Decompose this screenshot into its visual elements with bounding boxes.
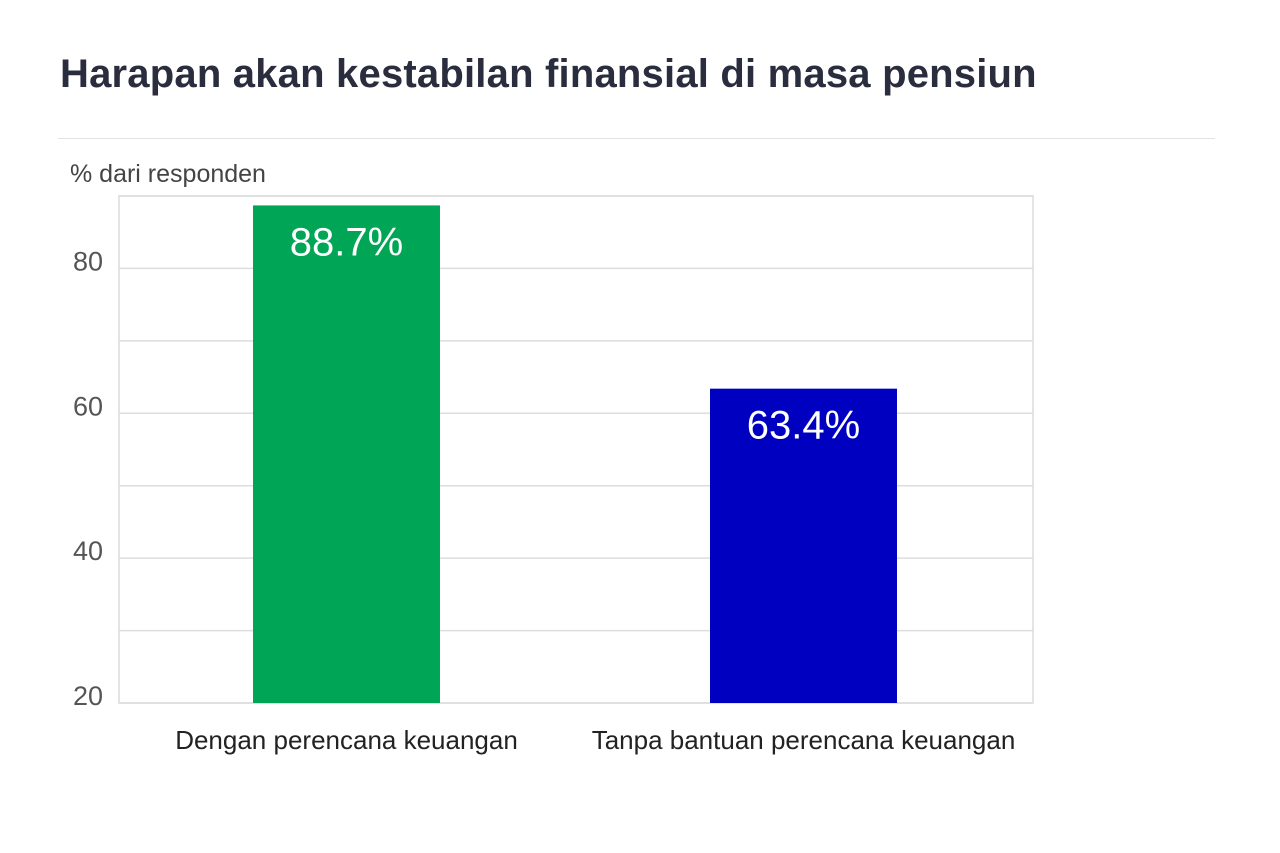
chart-title: Harapan akan kestabilan finansial di mas… [60, 52, 1037, 96]
y-tick-label: 40 [73, 536, 103, 566]
plot-frame [118, 195, 1034, 704]
x-category-label: Tanpa bantuan perencana keuangan [592, 725, 1016, 755]
y-axis-ticks: 20 40 60 80 [73, 246, 103, 711]
y-tick-label: 20 [73, 681, 103, 711]
bar-value-label: 63.4% [747, 404, 860, 448]
y-tick-label: 80 [73, 246, 103, 276]
bar-1 [253, 205, 440, 703]
title-divider [58, 138, 1215, 139]
x-category-label: Dengan perencana keuangan [175, 725, 518, 755]
bar-value-label: 88.7% [290, 220, 403, 264]
bars: 88.7% 63.4% [253, 205, 897, 703]
y-axis-unit-label: % dari responden [70, 160, 266, 188]
bar-2 [710, 388, 897, 703]
x-axis-categories: Dengan perencana keuangan Tanpa bantuan p… [175, 725, 1015, 755]
y-tick-label: 60 [73, 391, 103, 421]
